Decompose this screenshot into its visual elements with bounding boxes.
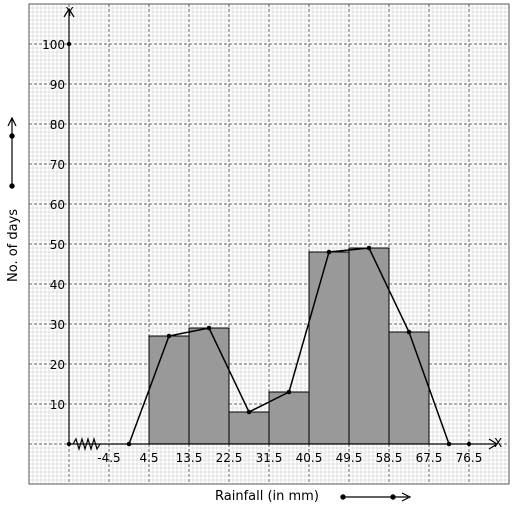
y-tick-label: 40 <box>50 278 65 292</box>
y-tick-label: 80 <box>50 118 65 132</box>
x-axis-title: Rainfall (in mm) <box>215 489 319 504</box>
y-tick-label: 50 <box>50 238 65 252</box>
y-direction-arrow <box>7 116 17 189</box>
x-tick-label: 31.5 <box>256 451 283 465</box>
polygon-point <box>406 329 412 335</box>
x-tick-label: 76.5 <box>456 451 483 465</box>
y-tick-label: 10 <box>50 398 65 412</box>
plot-border <box>28 3 510 485</box>
x-tick-label: 13.5 <box>176 451 203 465</box>
x-tick-label: 49.5 <box>336 451 363 465</box>
histogram-bar <box>188 327 230 445</box>
x-tick-label: 4.5 <box>139 451 158 465</box>
origin-point <box>66 441 72 447</box>
x-tick-label: 58.5 <box>376 451 403 465</box>
polygon-point <box>166 333 172 339</box>
polygon-point <box>286 389 292 395</box>
y-tick-label: 70 <box>50 158 65 172</box>
x-tick-label: 67.5 <box>416 451 443 465</box>
x-direction-arrow <box>340 492 412 502</box>
y-tick-label: 20 <box>50 358 65 372</box>
y-axis-arrowhead <box>63 7 75 18</box>
polygon-point <box>326 249 332 255</box>
axis-break-zigzag <box>72 436 101 452</box>
x-end-point <box>466 441 472 447</box>
tick-labels: -4.5 4.5 13.5 22.5 31.5 40.5 49.5 58.5 67.5 76.5 1… <box>42 38 482 465</box>
histogram-bar <box>308 251 350 445</box>
histogram-bar <box>148 335 190 445</box>
x-tick-label: 40.5 <box>296 451 323 465</box>
x-tick-label: 22.5 <box>216 451 243 465</box>
y-tick-label: 30 <box>50 318 65 332</box>
y-tick-label: 60 <box>50 198 65 212</box>
polygon-point <box>206 325 212 331</box>
y-axis-letter: Y <box>65 5 74 19</box>
histogram-bar <box>388 331 430 445</box>
y-tick-label: 100 <box>42 38 65 52</box>
y-max-point <box>66 41 72 47</box>
polygon-point <box>246 409 252 415</box>
x-axis-letter: X <box>494 436 502 450</box>
histogram-bars <box>148 247 430 445</box>
x-tick-label: -4.5 <box>97 451 120 465</box>
histogram-bar <box>228 411 270 445</box>
frequency-polygon <box>126 245 452 447</box>
y-tick-label: 90 <box>50 78 65 92</box>
y-axis-title: No. of days <box>6 209 21 282</box>
x-axis-arrowhead <box>488 438 499 450</box>
chart-axes <box>63 7 499 452</box>
polygon-point <box>366 245 372 251</box>
